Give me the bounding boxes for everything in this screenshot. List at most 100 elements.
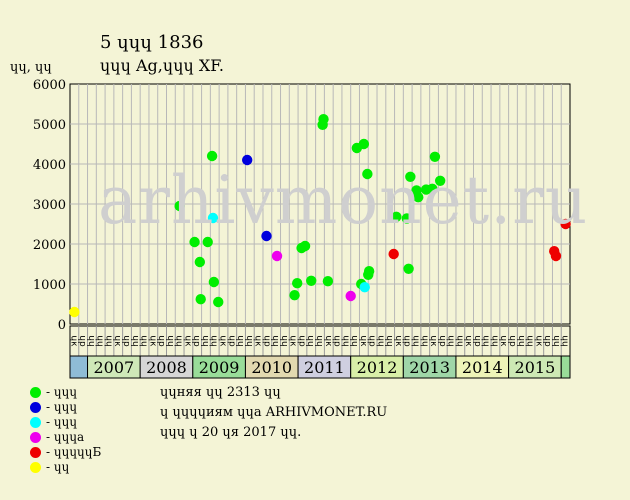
slot-label: ɥк [253,335,263,347]
legend-swatch [30,447,41,458]
slot-label: ɥк [358,335,368,347]
year-label: 2013 [409,358,450,377]
year-label: 2015 [515,358,556,377]
legend-swatch [30,462,41,473]
slot-label: ɥр [77,335,87,347]
slot-label: ɥɥ [103,335,113,346]
legend-swatch [30,432,41,443]
slot-label: ɥк [68,335,78,347]
slot-label: ɥɥ [446,335,456,346]
slot-label: ɥк [112,335,122,347]
data-points [69,114,571,318]
data-point [195,294,206,305]
slot-label: ɥɥ [481,335,491,346]
slot-strip [69,325,571,357]
legend-label: - ɥɥ [46,460,70,474]
slot-label: ɥк [498,335,508,347]
slot-label: ɥр [261,335,271,347]
slot-label: ɥɥ [235,335,245,346]
legend-label: - ɥɥɥ [46,415,78,429]
slot-label: ɥк [218,335,228,347]
year-band: 2007 2008 2009 2010 2011 2012 2013 2014 2015 [69,355,571,379]
slot-label: ɥɥ [375,335,385,346]
data-point [358,138,370,150]
slot-label: ɥк [182,335,192,347]
slot-label: ɥɥ [130,335,140,346]
note-line-3: ɥɥɥ ɥ 20 ɥя 2017 ɥɥ. [160,425,302,440]
y-tick-label: 0 [58,318,66,333]
x-slot-labels: ɥкɥрɥɥɥɥɥɥɥкɥрɥɥɥɥɥкɥрɥɥɥɥɥкɥрɥɥɥɥɥкɥрɥɥ… [68,325,571,357]
data-point [241,154,253,166]
slot-label: ɥр [402,335,412,347]
legend-item: - ɥɥɥɥɥБ [30,445,101,460]
slot-label: ɥр [437,335,447,347]
slot-label: ɥр [191,335,201,347]
slot-label: ɥɥ [516,335,526,346]
data-point [174,200,185,212]
data-point [359,282,370,293]
year-label: 2014 [462,358,503,377]
y-tick-label: 4000 [33,158,66,173]
data-point [403,263,414,274]
data-point [189,236,200,248]
slot-label: ɥр [226,335,236,347]
legend-label: - ɥɥɥ [46,400,78,414]
data-point [401,213,413,224]
year-band-end [560,355,571,379]
chart-title: 5 ɥɥɥ 1836 [100,32,204,53]
legend-swatch [30,417,41,428]
slot-label: ɥр [156,335,166,347]
y-tick-label: 1000 [33,278,66,293]
data-point [194,256,206,268]
year-label: 2012 [357,358,398,377]
data-point [207,212,219,224]
data-point [289,290,300,301]
data-point [318,114,329,125]
year-label: 2009 [199,358,240,377]
data-point [427,183,438,194]
year-band-start [69,355,89,379]
slot-label: ɥк [288,335,298,347]
legend-label: - ɥɥɥ [46,385,78,399]
y-tick-label: 3000 [33,198,66,213]
slot-label: ɥɥ [419,335,429,346]
data-point [363,266,375,277]
y-tick-label: 2000 [33,238,66,253]
year-label: 2011 [304,358,345,377]
y-tick-labels: 0 1000 2000 3000 4000 5000 6000 [33,78,66,333]
data-point [261,230,272,242]
slot-label: ɥɥ [139,335,149,346]
chart-subtitle: ɥɥɥ Ag,ɥɥɥ XF. [100,56,224,75]
data-point [391,211,402,222]
slot-label: ɥɥ [384,335,394,346]
slot-label: ɥк [428,335,438,347]
data-point [362,168,373,180]
legend-swatch [30,387,41,398]
data-point [560,218,571,230]
slot-label: ɥɥ [454,335,464,346]
data-point [213,296,224,308]
slot-label: ɥр [332,335,342,347]
slot-label: ɥɥ [279,335,289,346]
legend-swatch [30,402,41,413]
slot-label: ɥɥ [489,335,499,346]
slot-label: ɥɥ [560,335,570,346]
slot-label: ɥр [367,335,377,347]
data-point [413,192,424,203]
slot-label: ɥɥ [305,335,315,346]
data-point [208,276,220,288]
slot-label: ɥр [542,335,552,347]
data-point [322,276,334,287]
note-line-1: ɥɥняя ɥɥ 2313 ɥɥ [160,385,281,400]
slot-label: ɥɥ [244,335,254,346]
slot-label: ɥɥ [349,335,359,346]
data-point [345,290,356,302]
data-point [405,171,416,182]
slot-label: ɥɥ [209,335,219,346]
legend-item: - ɥɥɥа [30,430,101,445]
data-point [434,175,446,186]
slot-label: ɥɥ [551,335,561,346]
year-label: 2008 [146,358,187,377]
note-line-2: ɥ ɥɥɥɥиям ɥɥа ARHIVMONET.RU [160,405,388,420]
slot-label: ɥр [121,335,131,347]
